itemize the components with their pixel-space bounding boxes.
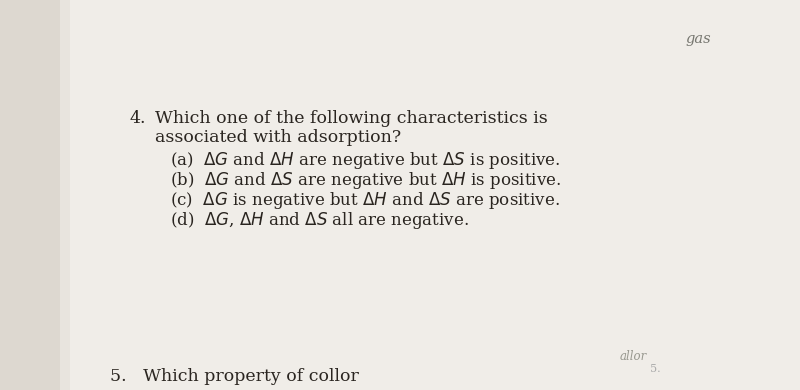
Text: 5.: 5. (650, 364, 661, 374)
Text: 4.: 4. (130, 110, 146, 127)
FancyBboxPatch shape (0, 0, 68, 390)
FancyBboxPatch shape (60, 0, 70, 390)
Text: allor: allor (620, 350, 647, 363)
Text: 5.   Which property of collor: 5. Which property of collor (110, 368, 359, 385)
Text: (a)  $\Delta G$ and $\Delta H$ are negative but $\Delta S$ is positive.: (a) $\Delta G$ and $\Delta H$ are negati… (170, 150, 561, 171)
Text: Which one of the following characteristics is: Which one of the following characteristi… (155, 110, 548, 127)
Text: (b)  $\Delta G$ and $\Delta S$ are negative but $\Delta H$ is positive.: (b) $\Delta G$ and $\Delta S$ are negati… (170, 170, 561, 191)
Text: (d)  $\Delta G$, $\Delta H$ and $\Delta S$ all are negative.: (d) $\Delta G$, $\Delta H$ and $\Delta S… (170, 210, 469, 231)
Text: associated with adsorption?: associated with adsorption? (155, 129, 401, 146)
Text: (c)  $\Delta G$ is negative but $\Delta H$ and $\Delta S$ are positive.: (c) $\Delta G$ is negative but $\Delta H… (170, 190, 560, 211)
Text: gas: gas (685, 32, 710, 46)
